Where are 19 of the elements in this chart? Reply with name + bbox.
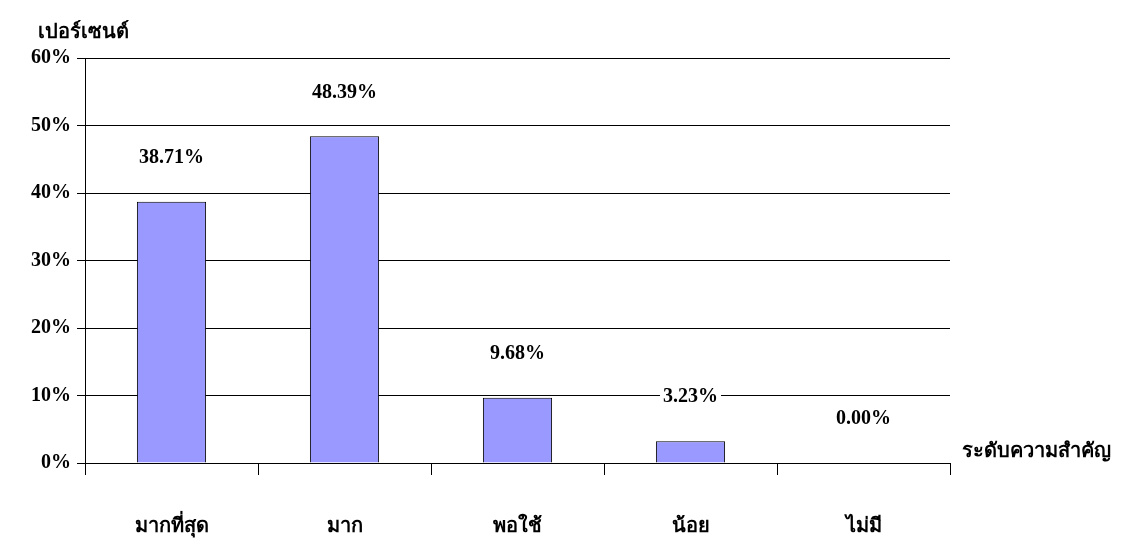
x-tick-label: มาก xyxy=(326,514,363,537)
x-tick-label: มากที่สุด xyxy=(134,510,209,539)
y-tick-label: 60% xyxy=(31,45,71,68)
y-tick-label: 10% xyxy=(31,382,71,405)
y-tick-label: 20% xyxy=(31,315,71,338)
data-label: 9.68% xyxy=(490,340,545,363)
x-axis-title: ระดับความสำคัญ xyxy=(962,439,1111,463)
y-tick-label: 30% xyxy=(31,247,71,270)
x-tick-label: ไม่มี xyxy=(843,513,882,537)
y-tick-label: 50% xyxy=(31,112,71,135)
data-label: 0.00% xyxy=(836,406,891,429)
y-tick-label: 40% xyxy=(31,180,71,203)
data-label: 3.23% xyxy=(663,384,718,407)
x-tick-label: น้อย xyxy=(671,514,710,537)
data-label: 38.71% xyxy=(139,144,204,167)
x-tick-label: พอใช้ xyxy=(493,513,542,537)
y-tick-label: 0% xyxy=(41,450,71,473)
y-axis-title: เปอร์เซนต์ xyxy=(38,20,129,43)
data-label: 48.39% xyxy=(312,79,377,102)
